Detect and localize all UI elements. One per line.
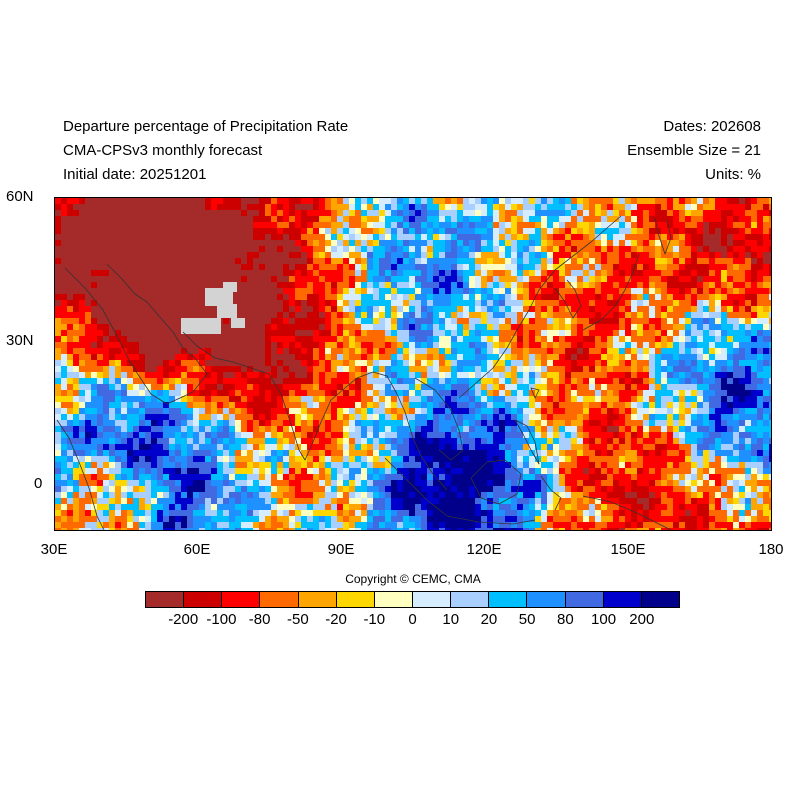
colorbar-tick-label: 10 — [442, 611, 460, 628]
lon-label-120e: 120E — [466, 541, 502, 558]
colorbar-box — [489, 592, 528, 607]
anomaly-field — [55, 198, 771, 530]
colorbar-box — [146, 592, 185, 607]
colorbar-box — [412, 592, 452, 607]
colorbar-box — [451, 592, 490, 607]
lon-label-90e: 90E — [327, 541, 355, 558]
colorbar-tick-label: -80 — [248, 611, 271, 628]
colorbar-tick-label: -10 — [363, 611, 386, 628]
lon-label-30e: 30E — [40, 541, 68, 558]
colorbar-tick-label: -50 — [287, 611, 309, 628]
precipitation-anomaly-map — [54, 197, 772, 531]
units-label: Units: % — [705, 166, 761, 183]
colorbar-box — [298, 592, 337, 607]
lon-label-150e: 150E — [610, 541, 646, 558]
chart-title: Departure percentage of Precipitation Ra… — [63, 118, 349, 135]
map-canvas — [55, 198, 771, 530]
colorbar-box — [374, 592, 413, 607]
lon-label-60e: 60E — [183, 541, 211, 558]
colorbar-box — [336, 592, 375, 607]
colorbar-box — [565, 592, 604, 607]
colorbar-box — [641, 592, 679, 607]
lat-label-0: 0 — [34, 475, 43, 492]
colorbar-tick-label: -200 — [168, 611, 199, 628]
lon-label-180: 180 — [758, 541, 784, 558]
colorbar-tick-label: 200 — [629, 611, 655, 628]
initial-date-label: Initial date: 20251201 — [63, 166, 207, 183]
colorbar-box — [603, 592, 642, 607]
colorbar-tick-label: 20 — [480, 611, 498, 628]
colorbar-tick-label: 80 — [557, 611, 574, 628]
colorbar-tick-label: -100 — [206, 611, 237, 628]
ensemble-size-label: Ensemble Size = 21 — [627, 142, 761, 159]
colorbar-tick-label: 50 — [518, 611, 536, 628]
colorbar-tick-label: 100 — [591, 611, 617, 628]
lat-label-60n: 60N — [6, 188, 34, 205]
copyright-notice: Copyright © CEMC, CMA — [345, 572, 481, 586]
colorbar-box — [527, 592, 566, 607]
coastlines — [56, 215, 672, 530]
colorbar-box — [260, 592, 299, 607]
colorbar-box — [222, 592, 261, 607]
dates-label: Dates: 202608 — [663, 118, 761, 135]
colorbar-tick-label: -20 — [325, 611, 347, 628]
colorbar-box — [184, 592, 223, 607]
colorbar — [145, 591, 680, 608]
chart-subtitle: CMA-CPSv3 monthly forecast — [63, 142, 263, 159]
colorbar-tick-label: 0 — [408, 611, 417, 628]
lat-label-30n: 30N — [6, 332, 34, 349]
